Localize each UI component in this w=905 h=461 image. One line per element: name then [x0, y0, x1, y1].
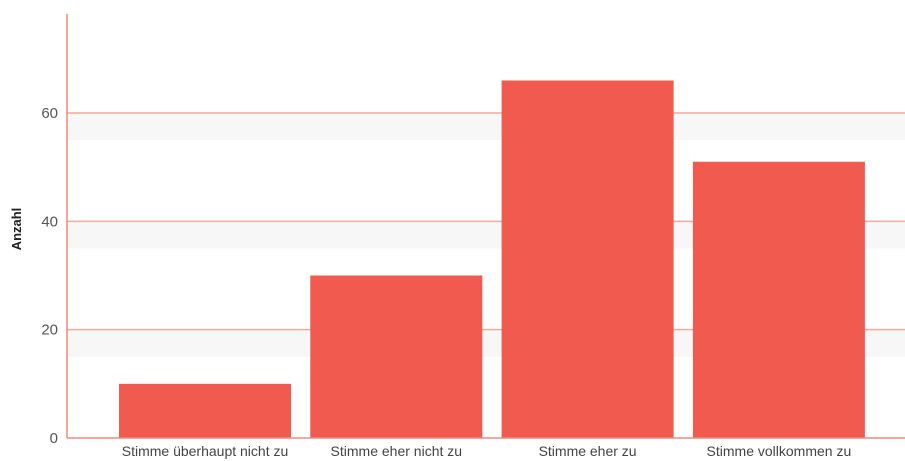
bar-layer [119, 80, 865, 438]
label-layer: 0 20 40 60 Stimme überhaupt nicht zu Stimme e… [41, 105, 851, 459]
bar-2 [501, 80, 674, 438]
y-tick-label: 60 [41, 105, 58, 122]
x-category-label: Stimme überhaupt nicht zu [122, 443, 289, 459]
x-category-label: Stimme eher zu [539, 443, 637, 459]
y-tick-label: 40 [41, 213, 58, 230]
axis-layer [66, 14, 905, 439]
bar-0 [119, 383, 291, 438]
grid-band-60 [67, 114, 905, 140]
y-tick-label: 0 [50, 430, 58, 447]
bar-3 [692, 161, 865, 438]
y-tick-label: 20 [41, 322, 58, 339]
x-category-label: Stimme eher nicht zu [331, 443, 463, 459]
bar-1 [310, 275, 483, 438]
x-category-label: Stimme vollkommen zu [707, 443, 852, 459]
y-axis-title: Anzahl [9, 208, 24, 251]
